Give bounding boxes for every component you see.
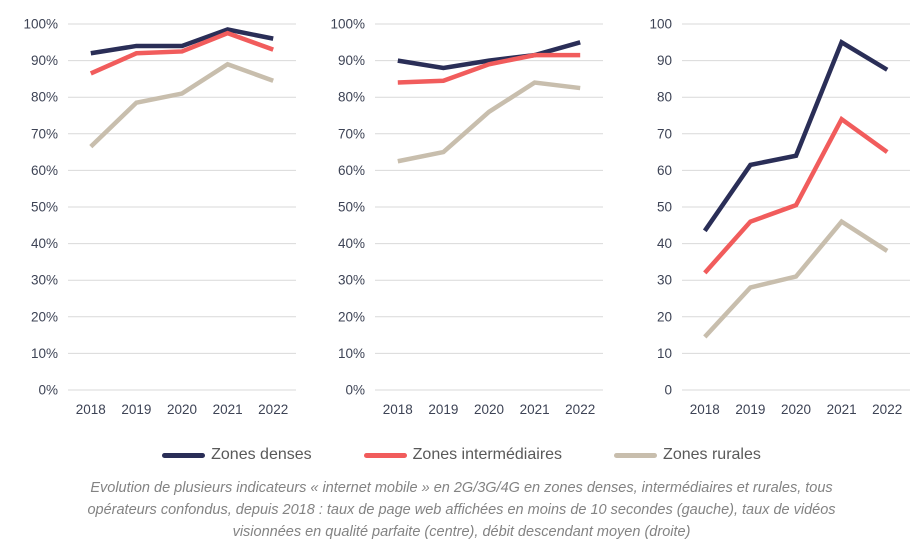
svg-text:20: 20 — [657, 309, 672, 324]
svg-text:70: 70 — [657, 126, 672, 141]
svg-text:10: 10 — [657, 346, 672, 361]
svg-text:2018: 2018 — [76, 402, 106, 417]
svg-text:20%: 20% — [338, 309, 365, 324]
svg-text:40%: 40% — [31, 236, 58, 251]
svg-text:40%: 40% — [338, 236, 365, 251]
caption-line-1: Evolution de plusieurs indicateurs « int… — [90, 480, 833, 496]
chart-videos-qualite-parfaite-plot: 0% 10% 20% 30% 40% 50% 60% 70% 80% 90% 100% 2018 201… — [330, 17, 603, 417]
svg-text:80%: 80% — [31, 90, 58, 105]
svg-text:90%: 90% — [31, 53, 58, 68]
svg-text:100: 100 — [649, 17, 672, 32]
chart-debit-descendant-moyen-plot: 0 10 20 30 40 50 60 70 80 90 100 2018 2019 2020 2021 20… — [649, 17, 910, 417]
svg-text:60: 60 — [657, 163, 672, 178]
legend-label-zones-intermediaires: Zones intermédiaires — [412, 446, 563, 463]
svg-text:30%: 30% — [31, 273, 58, 288]
svg-text:2019: 2019 — [735, 402, 765, 417]
svg-text:70%: 70% — [338, 126, 365, 141]
chart-videos-qualite-parfaite: 0% 10% 20% 30% 40% 50% 60% 70% 80% 90% 100% 2018 201… — [307, 0, 614, 430]
svg-text:100%: 100% — [23, 17, 58, 32]
svg-text:0%: 0% — [345, 383, 365, 398]
legend-item-zones-rurales: Zones rurales — [614, 446, 761, 464]
svg-text:0%: 0% — [38, 383, 58, 398]
legend-label-zones-denses: Zones denses — [211, 446, 312, 463]
svg-text:2018: 2018 — [383, 402, 413, 417]
svg-text:70%: 70% — [31, 126, 58, 141]
svg-text:2019: 2019 — [121, 402, 151, 417]
svg-text:30%: 30% — [338, 273, 365, 288]
svg-text:50%: 50% — [31, 200, 58, 215]
svg-text:2019: 2019 — [428, 402, 458, 417]
svg-text:90%: 90% — [338, 53, 365, 68]
svg-text:2020: 2020 — [167, 402, 197, 417]
svg-text:90: 90 — [657, 53, 672, 68]
svg-text:80%: 80% — [338, 90, 365, 105]
svg-text:2021: 2021 — [520, 402, 550, 417]
caption-line-3: visionnées en qualité parfaite (centre),… — [232, 523, 691, 540]
svg-text:2022: 2022 — [258, 402, 288, 417]
caption-line-2: opérateurs confondus, depuis 2018 : taux… — [87, 501, 836, 518]
svg-text:10%: 10% — [31, 346, 58, 361]
charts-row: 0% 10% 20% 30% 40% 50% 60% 70% 80% 90% 100% 2018 201… — [0, 0, 921, 430]
zones-rurales-line-swatch — [614, 452, 658, 458]
svg-text:10%: 10% — [338, 346, 365, 361]
svg-text:0: 0 — [664, 383, 672, 398]
svg-text:2021: 2021 — [827, 402, 857, 417]
svg-text:2022: 2022 — [872, 402, 902, 417]
svg-text:2020: 2020 — [781, 402, 811, 417]
svg-text:60%: 60% — [31, 163, 58, 178]
svg-text:50%: 50% — [338, 200, 365, 215]
svg-text:40: 40 — [657, 236, 672, 251]
legend-item-zones-intermediaires: Zones intermédiaires — [363, 446, 563, 464]
legend-label-zones-rurales: Zones rurales — [663, 446, 761, 463]
svg-text:2018: 2018 — [690, 402, 720, 417]
legend: Zones denses Zones intermédiaires Zones … — [0, 442, 923, 468]
chart-page-web-10s: 0% 10% 20% 30% 40% 50% 60% 70% 80% 90% 100% 2018 201… — [0, 0, 307, 430]
svg-text:2022: 2022 — [565, 402, 595, 417]
svg-text:30: 30 — [657, 273, 672, 288]
svg-text:20%: 20% — [31, 309, 58, 324]
chart-debit-descendant-moyen: 0 10 20 30 40 50 60 70 80 90 100 2018 2019 2020 2021 20… — [614, 0, 921, 430]
chart-page-web-10s-plot: 0% 10% 20% 30% 40% 50% 60% 70% 80% 90% 100% 2018 201… — [23, 17, 296, 417]
svg-text:2020: 2020 — [474, 402, 504, 417]
zones-intermediaires-line-swatch — [363, 452, 407, 458]
zones-denses-line-swatch — [162, 452, 206, 458]
figure-caption: Evolution de plusieurs indicateurs « int… — [0, 478, 923, 543]
svg-text:80: 80 — [657, 90, 672, 105]
legend-item-zones-denses: Zones denses — [162, 446, 312, 464]
svg-text:100%: 100% — [330, 17, 365, 32]
svg-text:2021: 2021 — [213, 402, 243, 417]
svg-text:60%: 60% — [338, 163, 365, 178]
svg-text:50: 50 — [657, 200, 672, 215]
